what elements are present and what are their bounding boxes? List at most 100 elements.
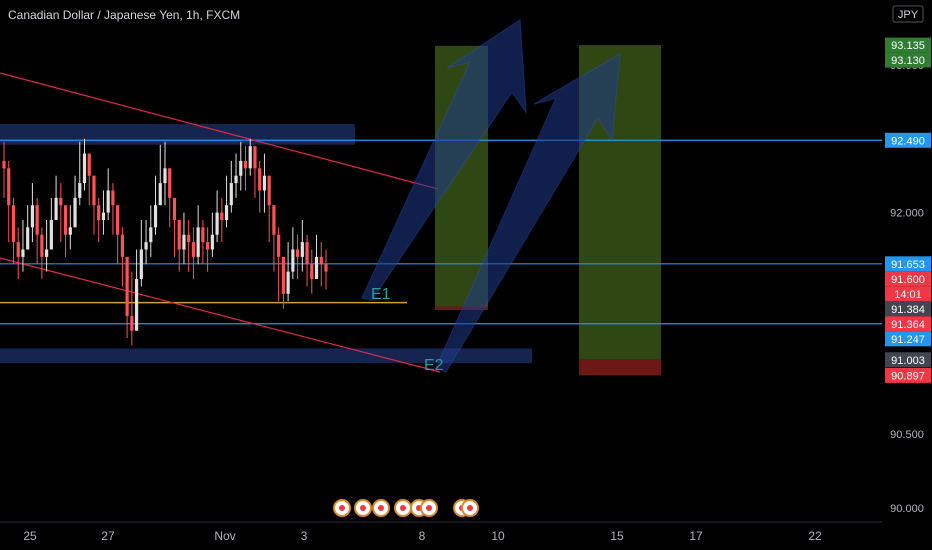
price-label-text: 91.653 (891, 259, 925, 271)
projection-arrow-e1 (361, 18, 527, 301)
event-flag-icon[interactable] (354, 499, 372, 517)
candle-body (78, 183, 82, 198)
candle-body (248, 146, 252, 169)
candle-body (215, 212, 219, 235)
time-tick-label: Nov (214, 529, 235, 543)
candle-body (45, 249, 49, 257)
candle-body (73, 197, 77, 228)
time-tick-label: 27 (101, 529, 115, 543)
candle-body (59, 197, 63, 206)
candle-body (281, 256, 285, 294)
price-label-box (885, 331, 931, 347)
price-label-text: 90.897 (891, 370, 925, 382)
candle-body (224, 205, 229, 220)
candle-body (35, 205, 39, 235)
event-icon-dot (426, 505, 432, 511)
candle-body (177, 219, 181, 250)
price-tick-label: 90.500 (890, 429, 924, 441)
candle-body (314, 256, 319, 280)
candle-body (111, 190, 115, 206)
candle-body (54, 197, 58, 220)
time-tick-label: 22 (808, 529, 822, 543)
price-label-box (885, 301, 931, 317)
candle-body (21, 249, 25, 257)
price-label-text: 91.364 (891, 319, 925, 331)
time-tick-label: 15 (610, 529, 624, 543)
candle-body (196, 227, 200, 257)
candle-body (168, 168, 172, 198)
event-flag-icon[interactable] (333, 499, 351, 517)
supply-demand-zone (0, 124, 355, 145)
candle-body (163, 168, 167, 184)
price-axis[interactable]: JPY93.00092.00090.50090.00093.13593.1309… (882, 0, 932, 550)
candle-body (2, 160, 6, 169)
time-axis[interactable]: 25 27 Nov 3 8 10 15 17 22 (0, 521, 882, 543)
candle-body (144, 242, 148, 250)
price-label-box (885, 52, 931, 68)
currency-badge (892, 5, 924, 23)
candle-body (206, 242, 210, 250)
candle-body (210, 234, 214, 250)
event-icon-dot (467, 505, 473, 511)
time-tick-label: 25 (23, 529, 37, 543)
event-flag-icon[interactable] (372, 499, 390, 517)
candle-body (258, 168, 262, 191)
price-label-box (885, 271, 931, 287)
candle-body (149, 227, 153, 243)
price-label-text: 93.130 (891, 55, 925, 67)
chart-title: Canadian Dollar / Japanese Yen, 1h, FXCM (8, 8, 241, 22)
candle-body (106, 190, 110, 213)
price-label-box (885, 132, 931, 148)
time-tick-label: 10 (491, 529, 505, 543)
candle-body (277, 234, 281, 257)
currency-label: JPY (898, 9, 919, 21)
candle-body (291, 249, 295, 272)
time-tick-label: 17 (689, 529, 703, 543)
candle-body (40, 234, 44, 257)
candle-body (92, 175, 96, 206)
candle-body (116, 205, 120, 235)
price-label-box (885, 316, 931, 332)
candle-body (191, 242, 196, 257)
event-flag-icon[interactable] (420, 499, 438, 517)
candle-body (101, 212, 106, 220)
price-label-box (885, 37, 931, 53)
supply-demand-zone (0, 348, 532, 364)
candle-body (220, 212, 224, 220)
candle-body (7, 168, 11, 206)
candle-body (243, 160, 248, 169)
event-flag-icon[interactable] (394, 499, 412, 517)
projection-arrow-e2 (435, 52, 621, 373)
price-label-box (885, 367, 931, 383)
price-label-text: 91.384 (891, 304, 925, 316)
candle-body (319, 256, 323, 265)
candle-body (182, 234, 186, 250)
price-tick-label: 92.000 (890, 208, 924, 220)
candle-body (87, 153, 91, 176)
candle-body (234, 175, 238, 184)
candle-body (63, 205, 68, 235)
candle-body (310, 264, 314, 280)
time-tick-label: 3 (301, 529, 308, 543)
event-icon-dot (400, 505, 406, 511)
candle-body (68, 227, 72, 235)
time-tick-label: 8 (419, 529, 426, 543)
candles-layer (2, 138, 328, 346)
long-position-stop (435, 306, 488, 311)
price-label-box (885, 256, 931, 272)
channel-upper-trendline (0, 72, 439, 190)
candle-body (30, 205, 35, 228)
candle-body (229, 183, 233, 206)
candle-body (82, 153, 87, 184)
candle-body (172, 197, 177, 220)
candle-body (49, 219, 53, 250)
long-position-stop (579, 359, 661, 376)
candle-body (324, 264, 328, 272)
candle-body (253, 146, 257, 169)
price-label-box (885, 286, 931, 302)
price-label-text: 92.490 (891, 135, 925, 147)
price-label-text: 91.247 (891, 334, 925, 346)
candle-body (130, 315, 134, 331)
event-flag-icon[interactable] (461, 499, 479, 517)
